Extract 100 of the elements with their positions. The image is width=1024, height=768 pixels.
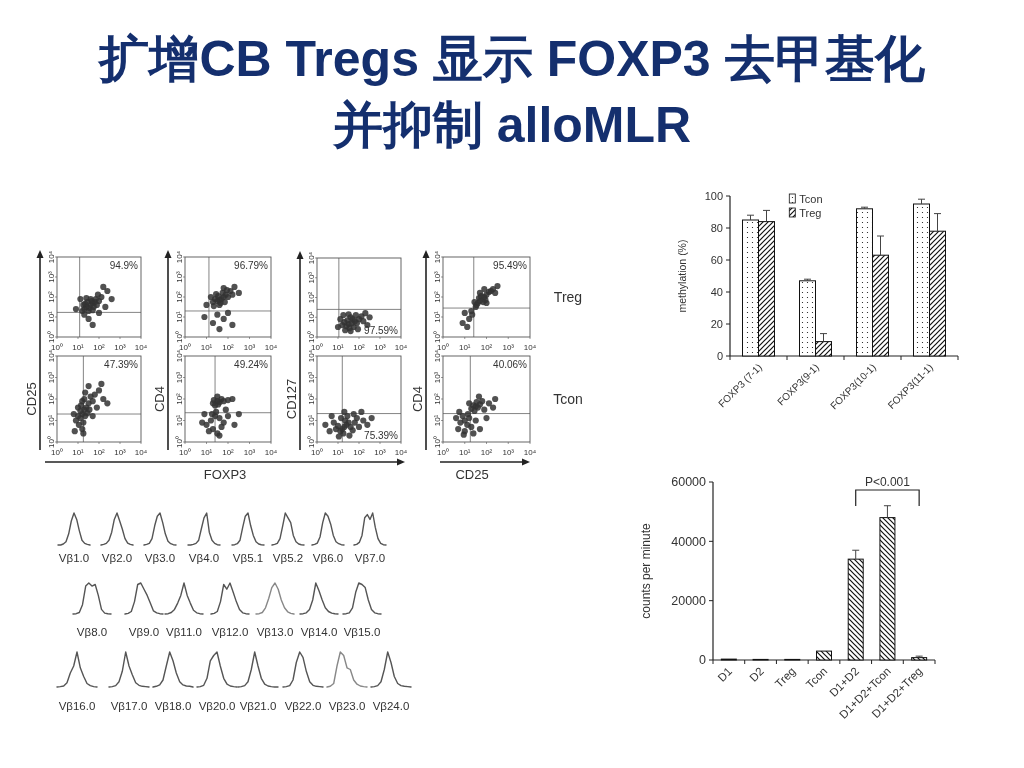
x-axis-title: Vβ2.0 xyxy=(101,552,133,564)
x-tick-label: 10³ xyxy=(374,343,387,352)
x-tick-label: Treg xyxy=(772,664,798,690)
y-tick-label: 20000 xyxy=(671,594,707,609)
x-tick-label: 10¹ xyxy=(332,448,345,457)
y-tick-label: 60 xyxy=(710,253,723,266)
annotation: 96.79% xyxy=(234,260,269,271)
x-axis-title: Vβ23.0 xyxy=(328,700,366,712)
x-tick-label: 10² xyxy=(480,448,493,457)
x-tick-label: 10³ xyxy=(114,343,127,352)
x-axis-title: Vβ7.0 xyxy=(354,552,386,564)
y-axis-title: methylation (%) xyxy=(676,239,688,313)
y-tick-label: 10³ xyxy=(433,371,442,384)
y-tick-label: 10⁴ xyxy=(307,251,316,265)
x-axis-title: FOXP3 xyxy=(203,467,247,482)
x-axis-title: Vβ22.0 xyxy=(284,700,322,712)
annotation: 94.9% xyxy=(109,260,139,271)
annotation: 40.06% xyxy=(493,359,528,370)
x-tick-label: D1 xyxy=(715,664,735,684)
y-tick-label: 10⁴ xyxy=(47,250,56,264)
y-tick-label: 10¹ xyxy=(307,311,316,324)
x-tick-label: 10² xyxy=(93,448,106,457)
y-tick-label: 80 xyxy=(710,221,723,234)
y-tick-label: 10⁰ xyxy=(433,436,442,448)
x-axis-title: Vβ16.0 xyxy=(58,700,96,712)
y-tick-label: 10¹ xyxy=(307,414,316,427)
x-axis-title: Vβ14.0 xyxy=(300,626,338,638)
x-tick-label: 10² xyxy=(353,343,366,352)
x-tick-label: 10³ xyxy=(374,448,387,457)
y-tick-label: 10² xyxy=(307,291,316,304)
y-tick-label: 10² xyxy=(433,290,442,303)
y-tick-label: 0 xyxy=(716,349,723,362)
y-axis-title: CD4 xyxy=(410,385,425,413)
x-tick-label: 10² xyxy=(222,448,235,457)
y-tick-label: 10¹ xyxy=(433,414,442,427)
y-tick-label: 10³ xyxy=(175,371,184,384)
x-tick-label: 10³ xyxy=(243,448,256,457)
x-axis-title: Vβ4.0 xyxy=(188,552,220,564)
x-tick-label: 10¹ xyxy=(458,343,471,352)
x-tick-label: 10⁴ xyxy=(264,343,278,352)
x-axis-title: Vβ20.0 xyxy=(198,700,236,712)
y-tick-label: 10² xyxy=(47,290,56,303)
x-axis-title: Vβ8.0 xyxy=(76,626,108,638)
y-tick-label: 10¹ xyxy=(175,310,184,323)
y-tick-label: 10¹ xyxy=(433,310,442,323)
x-tick-label: 10¹ xyxy=(458,448,471,457)
y-tick-label: 10⁰ xyxy=(175,436,184,448)
y-tick-label: 10¹ xyxy=(175,414,184,427)
x-tick-label: 10⁴ xyxy=(523,343,537,352)
y-tick-label: 10¹ xyxy=(47,414,56,427)
x-axis-title: Vβ3.0 xyxy=(144,552,176,564)
x-tick-label: 10⁴ xyxy=(264,448,278,457)
x-tick-label: 10¹ xyxy=(72,448,85,457)
y-axis-title: counts per minute xyxy=(639,522,653,619)
y-axis-title: CD25 xyxy=(24,382,39,416)
x-axis-title: Vβ15.0 xyxy=(343,626,381,638)
y-tick-label: 10³ xyxy=(307,271,316,284)
x-tick-label: 10³ xyxy=(502,448,515,457)
x-tick-label: 10¹ xyxy=(200,448,213,457)
y-tick-label: 10³ xyxy=(307,371,316,384)
y-tick-label: 10² xyxy=(175,290,184,303)
x-axis-title: Vβ17.0 xyxy=(110,700,148,712)
x-tick-label: Tcon xyxy=(803,664,830,691)
y-tick-label: 10³ xyxy=(47,270,56,283)
x-axis-title: Vβ5.2 xyxy=(272,552,304,564)
y-tick-label: 40000 xyxy=(671,534,707,549)
x-tick-label: 10⁴ xyxy=(134,343,148,352)
x-axis-title: Vβ24.0 xyxy=(372,700,410,712)
x-axis-title: Vβ1.0 xyxy=(58,552,90,564)
x-tick-label: 10² xyxy=(93,343,106,352)
x-axis-title: CD25 xyxy=(455,467,489,482)
y-tick-label: 10³ xyxy=(433,270,442,283)
y-axis-title: CD4 xyxy=(152,385,167,413)
y-tick-label: 20 xyxy=(710,317,723,330)
y-tick-label: 40 xyxy=(710,285,723,298)
text: 扩增CB Tregs 显示 FOXP3 去甲基化并抑制 alloMLR xyxy=(97,30,926,155)
x-tick-label: 10¹ xyxy=(72,343,85,352)
annotation: 97.59% xyxy=(364,325,399,336)
y-tick-label: 10⁰ xyxy=(47,436,56,448)
x-axis-title: Vβ12.0 xyxy=(211,626,249,638)
x-tick-label: 10² xyxy=(480,343,493,352)
y-tick-label: 100 xyxy=(704,189,723,202)
x-axis-title: Vβ9.0 xyxy=(128,626,160,638)
x-axis-title: Vβ18.0 xyxy=(154,700,192,712)
legend-label: Tcon xyxy=(799,192,823,205)
y-tick-label: 10⁴ xyxy=(433,250,442,264)
y-tick-label: 10⁴ xyxy=(175,250,184,264)
y-tick-label: 0 xyxy=(699,653,707,668)
legend-label: Treg xyxy=(799,206,822,219)
x-axis-title: Vβ5.1 xyxy=(232,552,264,564)
x-axis-title: Vβ13.0 xyxy=(256,626,294,638)
annotation: 75.39% xyxy=(364,430,399,441)
x-tick-label: 10² xyxy=(353,448,366,457)
x-axis-title: Vβ11.0 xyxy=(166,626,202,638)
x-tick-label: 10⁴ xyxy=(394,448,408,457)
annotation: P<0.001 xyxy=(864,475,911,489)
x-axis-title: Vβ6.0 xyxy=(312,552,344,564)
x-tick-label: 10³ xyxy=(502,343,515,352)
annotation: 49.24% xyxy=(234,359,269,370)
x-tick-label: 10¹ xyxy=(200,343,213,352)
